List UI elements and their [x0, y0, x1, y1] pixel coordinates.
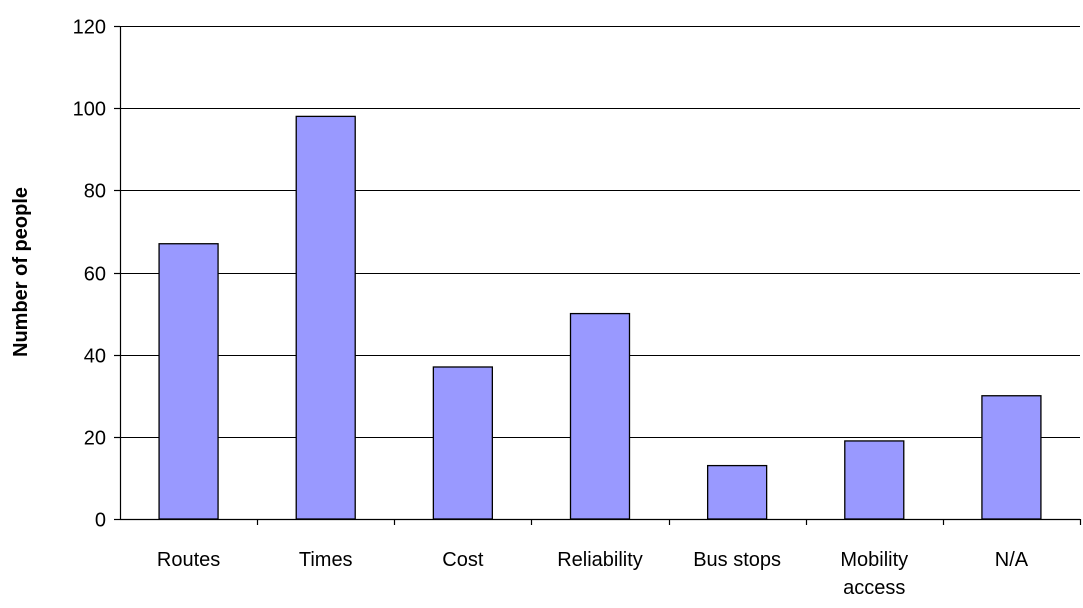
- bar-times: [295, 115, 356, 520]
- x-tick-label: Reliability: [557, 549, 643, 571]
- x-tick-label: Bus stops: [693, 549, 781, 571]
- bar-reliability: [569, 312, 631, 520]
- y-tick-label: 100: [73, 99, 106, 121]
- gridlines: [120, 26, 1080, 438]
- y-axis-title: Number of people: [10, 187, 32, 357]
- bar-cost: [432, 366, 494, 520]
- x-tick-label: N/A: [995, 549, 1029, 571]
- y-tick-label: 120: [73, 17, 106, 39]
- bar-bus-stops: [706, 464, 768, 520]
- y-tick-label: 60: [84, 264, 106, 286]
- bar-routes: [158, 243, 219, 520]
- x-tick-label: Routes: [157, 549, 220, 571]
- bar-mobility-access: [844, 440, 905, 520]
- y-tick-label: 80: [84, 181, 106, 203]
- y-tick-label: 0: [95, 510, 106, 532]
- axes: [114, 25, 1082, 525]
- y-tick-label: 20: [84, 428, 106, 450]
- bars: [158, 115, 1042, 520]
- bar-n-a: [981, 395, 1042, 520]
- x-tick-label: Mobility access: [840, 549, 908, 599]
- x-tick-labels: Routes Times Cost Reliability Bus stops Mobil…: [157, 549, 1029, 599]
- x-tick-label: Times: [299, 549, 353, 571]
- y-tick-label: 40: [84, 346, 106, 368]
- y-tick-labels: 0 20 40 60 80 100 120: [73, 17, 106, 532]
- x-tick-label: Cost: [442, 549, 484, 571]
